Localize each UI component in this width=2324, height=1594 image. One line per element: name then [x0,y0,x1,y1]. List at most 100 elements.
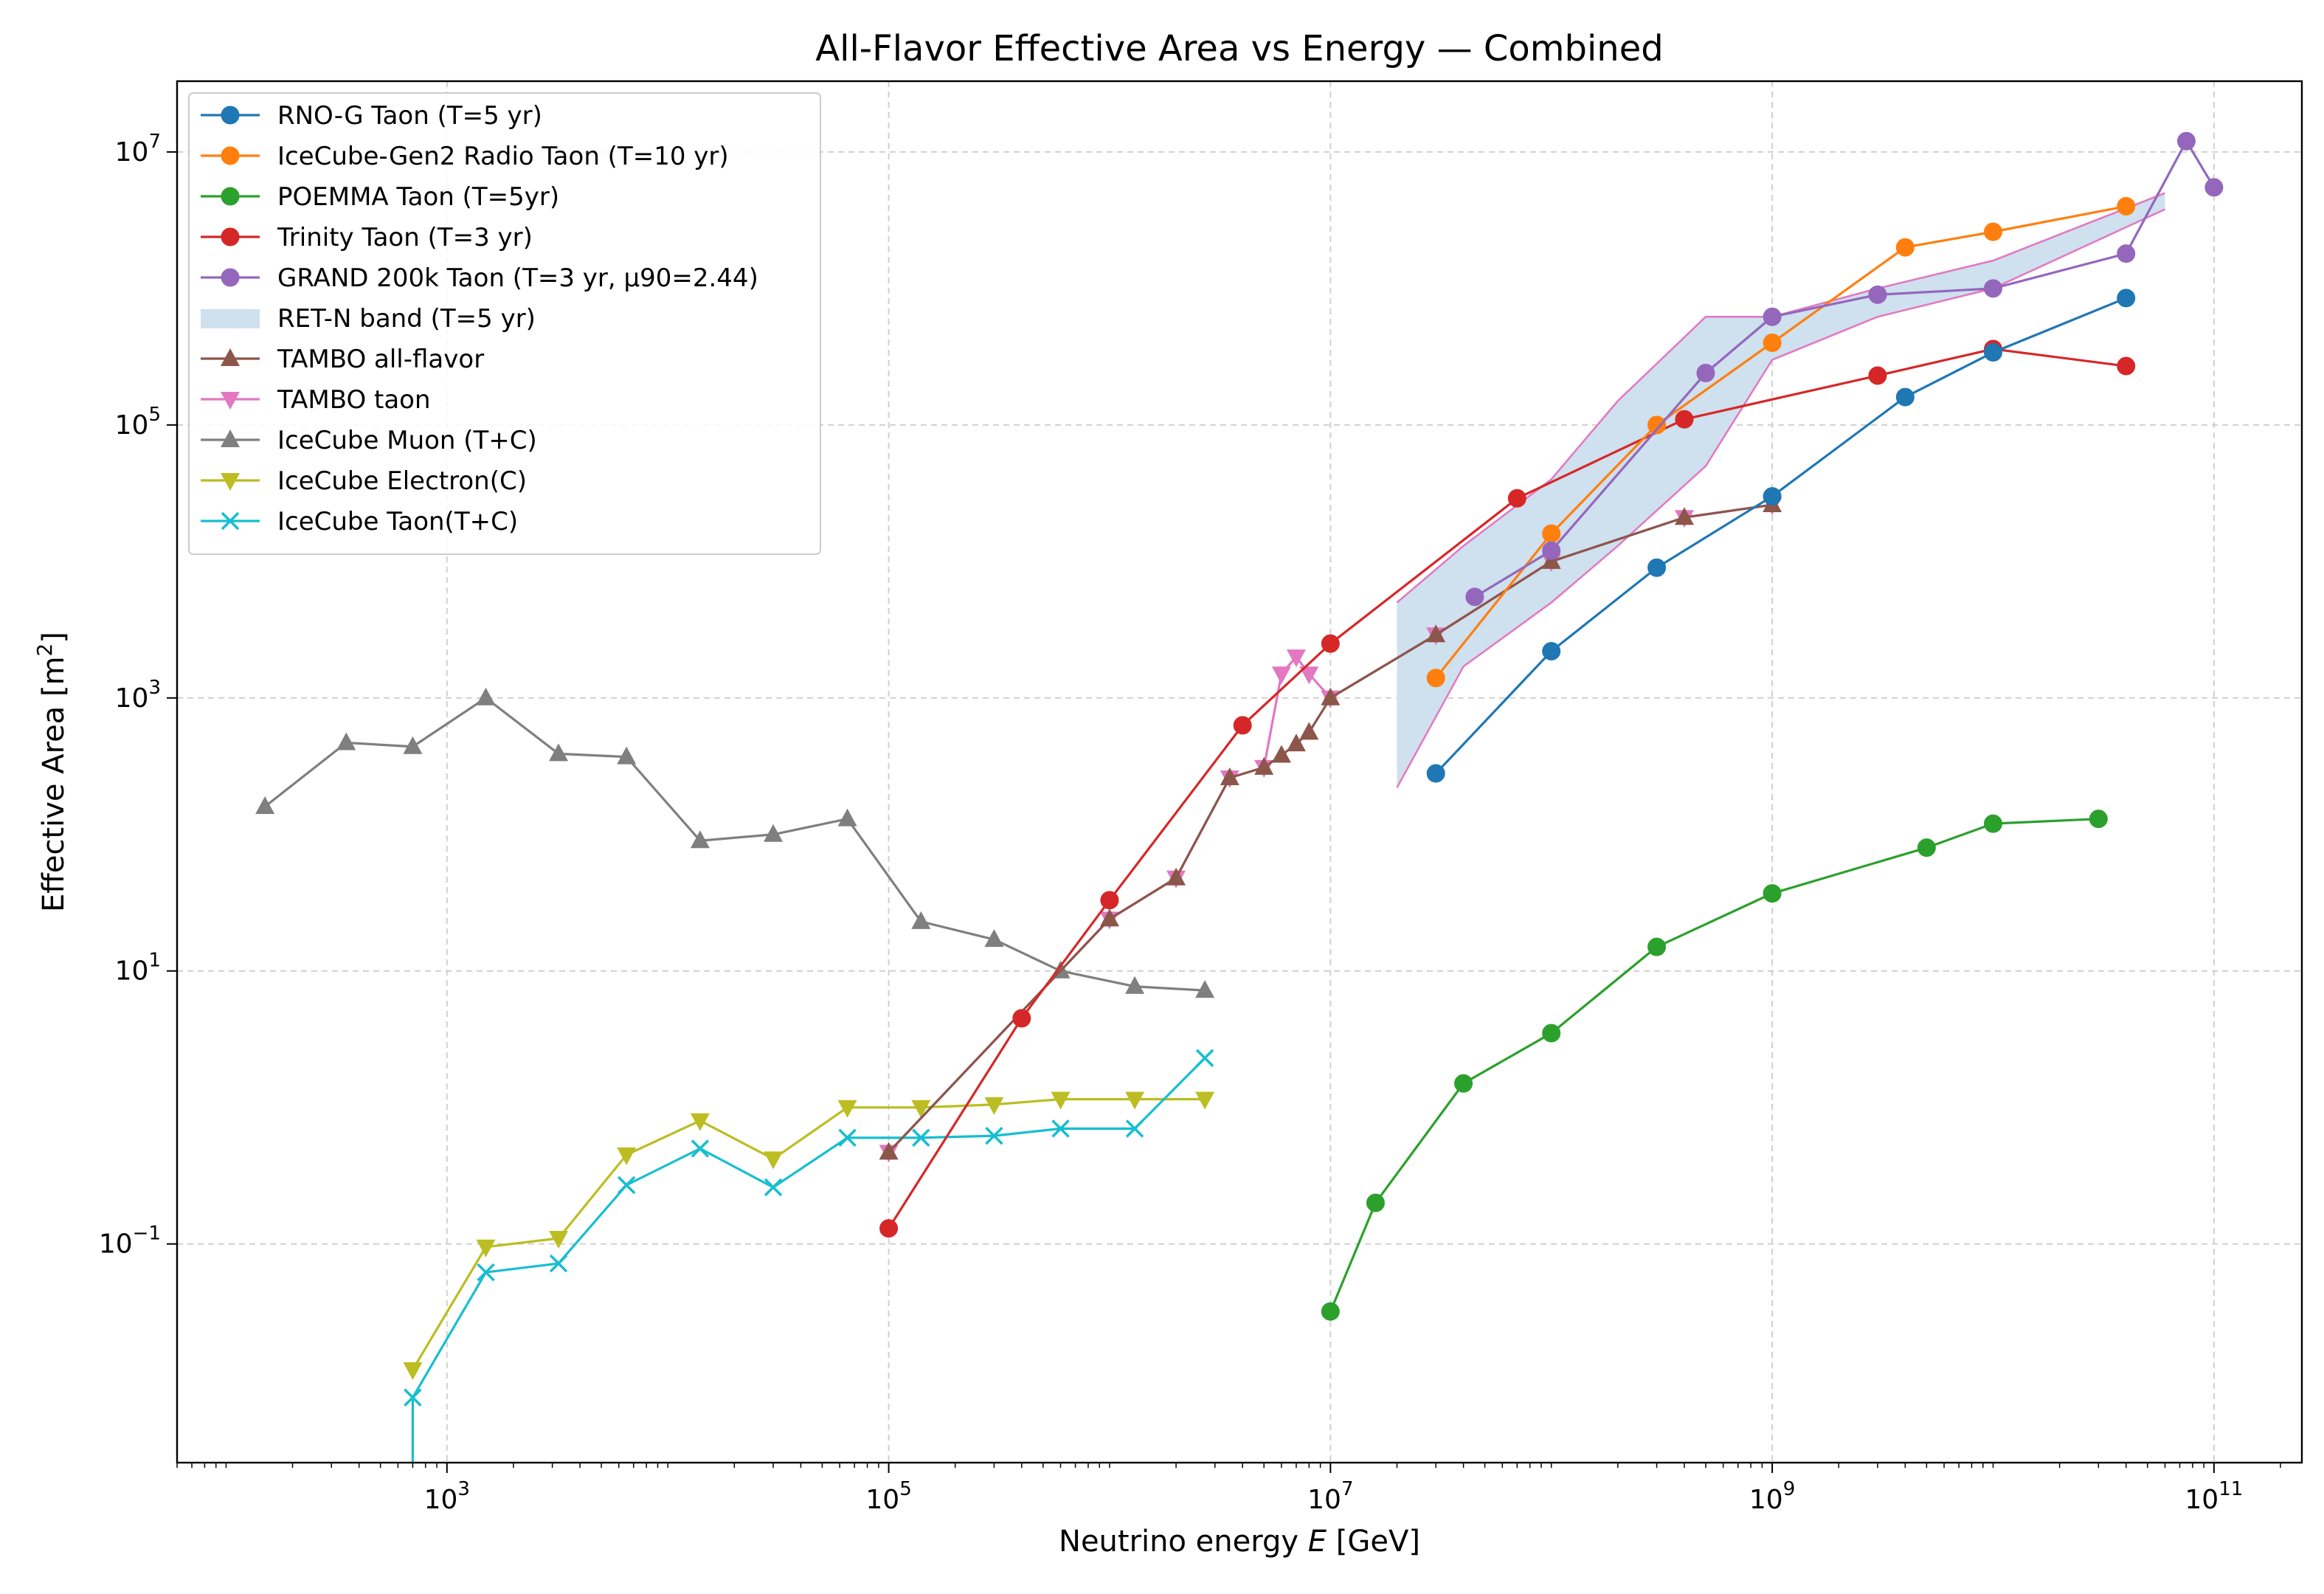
data-point [476,1239,496,1257]
ret-n-band-fill [1397,193,2165,788]
y-tick-label: 105 [115,404,161,441]
data-point [1299,666,1319,685]
x-tick-base: 10 [2185,1485,2218,1515]
series-icecube-taon-t-c [404,1049,1214,1407]
data-point [764,1178,783,1197]
data-point [837,1100,857,1118]
chart-title: All-Flavor Effective Area vs Energy — Co… [815,28,1663,69]
data-point [1647,937,1667,956]
data-point [617,746,637,765]
data-point [1465,587,1484,607]
y-tick-label: 10−1 [99,1223,161,1260]
x-axis-label-symbol: E [1308,1525,1327,1559]
data-point [477,1263,495,1282]
data-point [1125,976,1145,994]
data-point [476,687,496,705]
x-tick-label: 109 [1749,1478,1795,1515]
series-layer [255,131,2224,1463]
data-point [1051,1119,1070,1138]
y-tick-base: 10 [115,956,149,987]
y-tick-exponent: 5 [148,404,161,426]
data-point [1983,222,2002,241]
legend-item-icecube-gen2-radio-taon-t-10-yr: IceCube-Gen2 Radio Taon (T=10 yr) [201,142,729,171]
legend-item-icecube-muon-t-c: IceCube Muon (T+C) [201,426,537,455]
legend-label: RNO-G Taon (T=5 yr) [277,101,542,131]
x-tick-base: 10 [424,1485,458,1515]
data-point [838,1128,857,1147]
legend-item-icecube-taon-t-c: IceCube Taon(T+C) [201,507,518,536]
data-point [1321,687,1341,705]
data-point [1366,1193,1385,1212]
data-point [1917,838,1936,858]
data-point [1763,884,1782,903]
x-tick-exponent: 11 [2218,1478,2243,1500]
data-point [1763,307,1782,326]
x-tick-base: 10 [1307,1485,1341,1515]
y-tick-exponent: 3 [148,677,161,699]
legend-item-icecube-electron-c: IceCube Electron(C) [201,466,527,496]
data-point [1299,722,1319,740]
data-point [1321,634,1340,653]
legend-marker [221,187,240,206]
data-point [617,1176,636,1195]
legend-marker [221,429,240,447]
series-line [412,1097,1206,1370]
data-point [1426,669,1445,688]
legend-label: RET-N band (T=5 yr) [277,304,536,334]
data-point [1166,867,1186,886]
x-tick-label: 105 [865,1478,911,1515]
data-point [1195,1049,1214,1068]
legend-marker [221,106,240,125]
data-point [984,1097,1004,1115]
data-point [617,1147,637,1165]
series-line [888,348,2126,1229]
legend-marker [221,392,240,410]
legend-marker [221,227,240,246]
x-tick-label: 1011 [2185,1478,2243,1515]
x-axis-label-unit: [GeV] [1327,1525,1420,1559]
y-axis-label: Effective Area [m2] [32,632,71,912]
data-point [837,808,857,827]
legend-label: IceCube Muon (T+C) [277,426,537,455]
data-point [1125,1119,1144,1138]
y-tick-base: 10 [99,1229,133,1260]
y-tick-label: 107 [115,131,161,168]
legend-label: POEMMA Taon (T=5yr) [277,182,559,212]
data-point [2176,131,2196,151]
plot-frame [176,80,2303,1464]
legend-marker [221,348,240,366]
y-axis-label-text: Effective Area [m [37,656,71,912]
y-tick-exponent: −1 [133,1223,161,1245]
data-point [2117,244,2136,263]
data-point [1286,734,1306,752]
data-point [1868,285,1887,304]
legend-item-tambo-taon: TAMBO taon [201,385,431,415]
data-point [1868,366,1887,385]
data-point [1542,641,1561,660]
data-point [911,911,931,929]
legend-label: GRAND 200k Taon (T=3 yr, µ90=2.44) [277,263,758,293]
data-point [1051,1091,1071,1110]
data-point [984,929,1004,948]
data-point [2117,356,2136,376]
legend-item-ret-n-band-t-5-yr: RET-N band (T=5 yr) [201,304,536,334]
data-point [403,1362,423,1380]
data-point [1195,980,1215,998]
legend-item-poemma-taon-t-5yr: POEMMA Taon (T=5yr) [201,182,559,212]
legend-marker [221,146,240,165]
data-point [764,824,784,842]
legend-box [188,92,821,555]
data-point [1426,624,1446,643]
x-tick-label: 107 [1307,1478,1353,1515]
data-point [549,743,569,762]
data-point [1271,666,1291,685]
legend-marker [221,511,240,531]
series-poemma-taon-t-5yr [1321,810,2108,1321]
legend-item-tambo-all-flavor: TAMBO all-flavor [201,345,484,374]
data-point [2117,197,2136,216]
data-point [1271,745,1291,763]
y-tick-base: 10 [115,410,149,441]
data-point [879,1219,899,1238]
